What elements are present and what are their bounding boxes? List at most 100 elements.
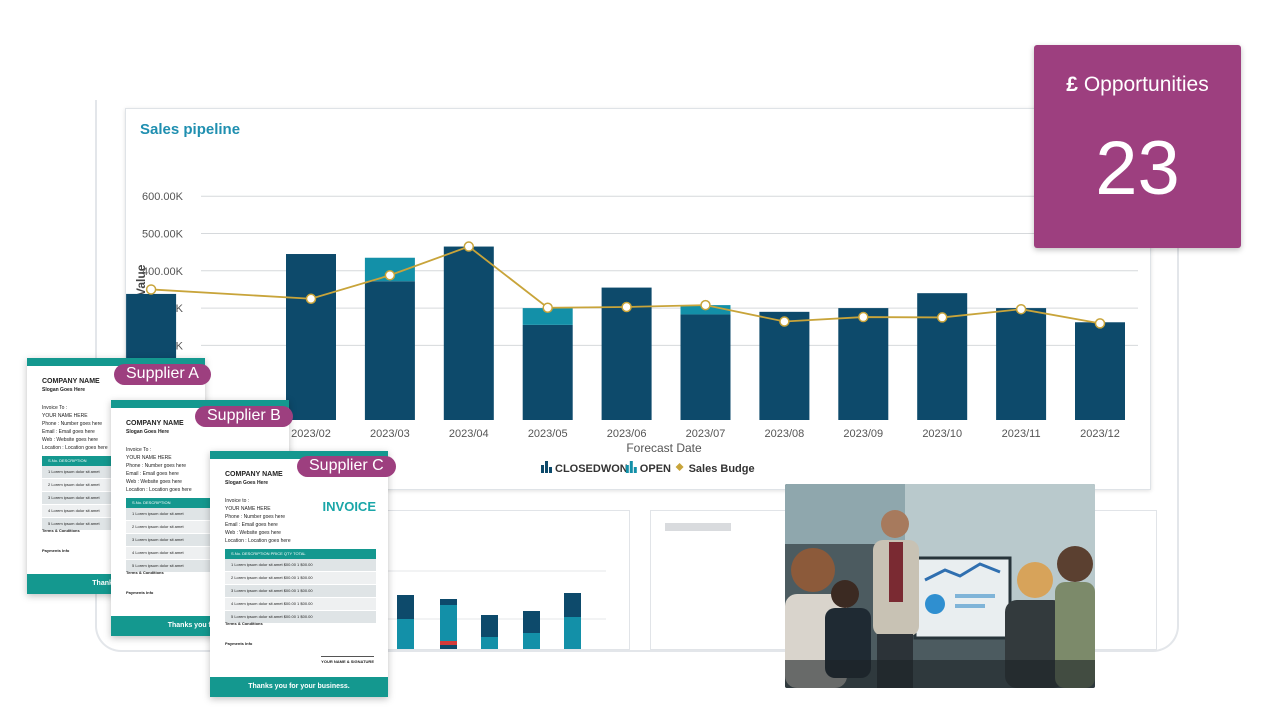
detail-line: Location : Location goes here (225, 538, 291, 544)
secondary-bar (397, 619, 414, 649)
detail-line: Web : Website goes here (42, 437, 98, 443)
y-tick-label: 400.00K (142, 266, 184, 278)
open-bar (522, 308, 573, 325)
budget-point (145, 284, 157, 295)
budget-point (1015, 303, 1027, 315)
x-tick-label: 2023/02 (291, 428, 331, 440)
secondary-bar (440, 605, 457, 641)
detail-line: Web : Website goes here (225, 530, 281, 536)
detail-line: Location : Location goes here (42, 445, 108, 451)
detail-line: Email : Email goes here (225, 522, 278, 528)
detail-line: Phone : Number goes here (225, 514, 286, 520)
y-tick-label: 600.00K (142, 191, 184, 203)
detail-line: Phone : Number goes here (126, 463, 187, 469)
meeting-photo (785, 484, 1095, 688)
invoice-details: Invoice To : YOUR NAME HERE Phone : Numb… (126, 446, 192, 494)
detail-line: Web : Website goes here (126, 479, 182, 485)
legend-label: OPEN (640, 463, 671, 475)
table-row: 1 Lorem ipsum dolor sit amet $00.00 1 $0… (225, 559, 376, 572)
closedwon-bar (522, 324, 573, 420)
invoice-top-bar (210, 451, 388, 459)
detail-line: YOUR NAME HERE (42, 413, 88, 419)
table-row: 4 Lorem ipsum dolor sit amet $00.00 1 $0… (225, 598, 376, 611)
secondary-bar (440, 641, 457, 645)
invoice-supplier-c: COMPANY NAME Slogan Goes Here INVOICE In… (210, 451, 388, 697)
x-tick-label: 2023/04 (449, 428, 489, 440)
slogan: Slogan Goes Here (126, 429, 170, 435)
open-bar (364, 257, 415, 282)
supplier-a-label: Supplier A (114, 364, 211, 385)
secondary-bar-chart (321, 570, 606, 649)
detail-line: Phone : Number goes here (42, 421, 103, 427)
payment-heading: Payments Info (42, 548, 70, 553)
legend-swatch (633, 467, 637, 473)
closedwon-bar (680, 314, 731, 420)
x-tick-label: 2023/08 (765, 428, 805, 440)
table-row: 2 Lorem ipsum dolor sit amet $00.00 1 $0… (225, 572, 376, 585)
x-tick-label: 2023/09 (843, 428, 883, 440)
closedwon-bar (838, 308, 889, 420)
company-name: COMPANY NAME (126, 420, 184, 427)
invoice-top-bar (27, 358, 205, 366)
x-tick-label: 2023/11 (1002, 428, 1041, 440)
terms-heading: Terms & Conditions (126, 570, 164, 575)
terms-block: Terms & Conditions Payments Info (126, 570, 164, 596)
invoice-footer: Thanks you for your business. (210, 677, 388, 697)
budget-point (305, 293, 317, 305)
legend-swatch (549, 467, 552, 473)
x-tick-label: 2023/10 (922, 428, 962, 440)
x-tick-label: 2023/03 (370, 428, 410, 440)
x-tick-label: 2023/06 (607, 428, 647, 440)
slogan: Slogan Goes Here (225, 480, 269, 486)
detail-line: Email : Email goes here (126, 471, 179, 477)
x-tick-label: 2023/05 (528, 428, 568, 440)
company-name: COMPANY NAME (42, 378, 100, 385)
meeting-illustration (785, 484, 1095, 688)
sales-pipeline-chart: 200.00K300.00K400.00K500.00K600.00KLocal… (126, 191, 1138, 475)
detail-line: Invoice to : (225, 498, 250, 504)
table-row: 3 Lorem ipsum dolor sit amet $00.00 1 $0… (225, 585, 376, 598)
detail-line: YOUR NAME HERE (126, 455, 172, 461)
sales-pipeline-panel: Sales pipeline 200.00K300.00K400.00K500.… (125, 108, 1151, 490)
secondary-bar (523, 633, 540, 649)
detail-line: Email : Email goes here (42, 429, 95, 435)
budget-line (151, 245, 1101, 325)
legend-label: Sales Budge (689, 463, 755, 475)
budget-point (621, 301, 632, 313)
closedwon-bar (996, 308, 1047, 420)
secondary-bar (481, 637, 498, 649)
terms-block: Terms & Conditions Payments Info (42, 528, 80, 554)
opportunities-card[interactable]: £ Opportunities 23 (1034, 45, 1241, 248)
legend-swatch (541, 465, 544, 473)
invoice-table: S.No. DESCRIPTION PRICE QTY TOTAL 1 Lore… (225, 549, 376, 624)
pound-icon: £ (1066, 73, 1078, 96)
closedwon-bar (364, 281, 415, 420)
legend-swatch (545, 461, 548, 473)
detail-line: YOUR NAME HERE (225, 506, 271, 512)
detail-line: Invoice To : (126, 447, 152, 453)
terms-block: Terms & Conditions Payments Info (225, 621, 263, 647)
x-axis-label: Forecast Date (626, 441, 702, 455)
budget-point (542, 302, 553, 313)
opportunities-label: Opportunities (1083, 73, 1209, 96)
detail-line: Invoice To : (42, 405, 68, 411)
x-tick-label: 2023/07 (686, 428, 726, 440)
closedwon-bar (1075, 322, 1125, 420)
budget-point (1094, 318, 1106, 329)
invoice-details: Invoice to : YOUR NAME HERE Phone : Numb… (225, 497, 291, 545)
panel-title-placeholder (665, 523, 731, 531)
opportunities-count: 23 (1095, 126, 1180, 211)
terms-heading: Terms & Conditions (225, 621, 263, 626)
opportunities-title: £ Opportunities (1034, 73, 1241, 97)
budget-point (700, 299, 711, 311)
legend-swatch (675, 463, 684, 471)
x-tick-label: 2023/12 (1080, 428, 1120, 440)
terms-heading: Terms & Conditions (42, 528, 80, 533)
table-header: S.No. DESCRIPTION PRICE QTY TOTAL (225, 549, 376, 559)
supplier-b-label: Supplier B (195, 406, 293, 427)
company-name: COMPANY NAME (225, 471, 283, 478)
table-header: S.No. DESCRIPTION (126, 498, 277, 508)
invoice-title: INVOICE (322, 499, 376, 514)
legend-swatch (625, 465, 629, 473)
closedwon-bar (443, 246, 494, 420)
